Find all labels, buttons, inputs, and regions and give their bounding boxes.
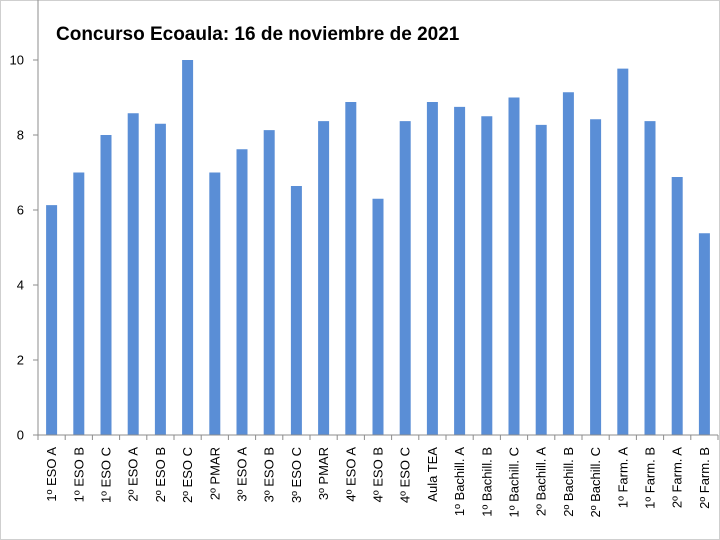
x-tick-label: 3º PMAR [316,447,331,500]
x-tick-label: 3º ESO B [262,447,277,502]
x-tick-label: 1º ESO A [44,447,59,502]
x-tick-label: 4º ESO A [343,447,358,502]
bar [345,102,357,435]
x-tick-label: 4º ESO B [371,447,386,502]
y-tick-label: 0 [17,428,24,443]
bar [73,172,85,435]
bar [154,123,166,435]
x-tick-label: 1º Farm. B [643,447,658,509]
x-tick-label: 2º Farm. B [697,447,712,509]
x-tick-label: 3º ESO A [235,447,250,502]
bar [698,233,710,435]
x-tick-label: 1º Farm. A [615,447,630,508]
x-tick-label: 3º ESO C [289,447,304,503]
x-tick-label: 4º ESO C [398,447,413,503]
x-tick-label: 2º ESO B [153,447,168,502]
chart-title: Concurso Ecoaula: 16 de noviembre de 202… [56,24,460,45]
x-tick-label: 2º ESO C [180,447,195,503]
y-axis: 0 2 4 6 8 10 [10,0,39,443]
x-tick-label: 2º ESO A [126,447,141,502]
bar [290,186,302,435]
y-tick-label: 6 [17,203,24,218]
bar [399,121,411,435]
bar [263,130,275,435]
y-tick-label: 4 [17,278,24,293]
bar [100,135,112,435]
x-tick-label: Aula TEA [425,447,440,502]
bar [426,102,438,435]
x-tick-label: 2º Bachill. C [588,447,603,518]
bar [671,177,683,435]
x-tick-label: 1º Bachill. B [479,447,494,517]
bar [481,116,493,435]
bar [182,60,194,435]
bar [535,124,547,435]
x-tick-label: 1º ESO B [71,447,86,502]
y-tick-label: 8 [17,128,24,143]
y-tick-label: 2 [17,353,24,368]
x-tick-label: 2º Farm. A [670,447,685,508]
x-tick-label: 1º Bachill. C [507,447,522,518]
bars [46,60,710,435]
bar [644,121,656,435]
bar [46,205,58,435]
bar [590,119,602,435]
bar [508,97,520,435]
y-tick-label: 10 [10,53,24,68]
x-tick-label: 1º Bachill. A [452,447,467,516]
bar [372,198,384,435]
x-tick-label: 2º PMAR [207,447,222,500]
x-axis: 1º ESO A 1º ESO B 1º ESO C 2º ESO A 2º ESO B… [37,434,719,518]
bar [318,121,330,435]
bar [562,92,574,435]
bar [209,172,221,435]
bar [127,113,139,435]
bar [617,68,629,435]
bar [236,149,248,435]
bar [454,106,466,435]
x-tick-label: 2º Bachill. B [561,447,576,517]
x-tick-label: 2º Bachill. A [534,447,549,516]
x-tick-label: 1º ESO C [99,447,114,503]
